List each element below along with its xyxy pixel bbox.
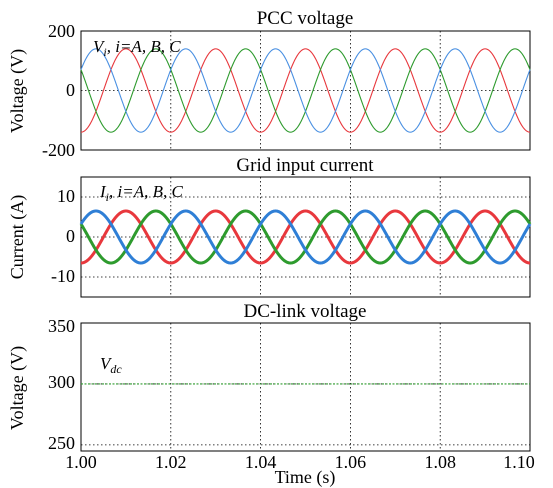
series-annotation: Vi, i=A, B, C (93, 37, 181, 59)
y-tick-label: 10 (57, 186, 75, 206)
grid (81, 323, 530, 451)
y-tick-label: 350 (48, 316, 75, 336)
series-group (79, 209, 532, 265)
series-line-3 (79, 209, 532, 265)
x-tick-label: 1.10 (503, 452, 535, 472)
x-tick-label: 1.00 (65, 452, 97, 472)
x-axis: 1.00 1.02 1.04 1.06 1.08 1.10 Time (s) (65, 452, 535, 488)
y-tick-label: 0 (66, 226, 75, 246)
series-group (80, 48, 531, 133)
chart-title: PCC voltage (257, 8, 354, 29)
grid (81, 31, 530, 150)
x-tick-label: 1.08 (424, 452, 456, 472)
series-line-3 (80, 48, 531, 133)
panel-dc-link-voltage: DC-link voltage 350 300 250 Voltage (V) … (7, 301, 531, 453)
x-tick-label: 1.04 (245, 452, 277, 472)
y-axis-label: Voltage (V) (7, 49, 28, 133)
x-axis-label: Time (s) (275, 467, 336, 488)
y-tick-label: -200 (42, 140, 75, 160)
chart-title: Grid input current (236, 155, 374, 176)
plot-frame (80, 322, 531, 452)
grid (81, 177, 530, 297)
x-tick-label: 1.06 (335, 452, 367, 472)
panel-pcc-voltage: PCC voltage 200 0 -200 Voltage (V) Vi, i… (7, 8, 531, 160)
y-tick-label: 300 (48, 372, 75, 392)
x-tick-label: 1.02 (155, 452, 187, 472)
chart-title: DC-link voltage (244, 301, 367, 322)
y-tick-label: -10 (51, 266, 75, 286)
y-tick-label: 250 (48, 433, 75, 453)
series-annotation: Ii, i=A, B, C (99, 182, 183, 204)
series-annotation: Vdc (100, 354, 122, 376)
y-tick-label: 200 (48, 21, 75, 41)
y-tick-label: 0 (66, 80, 75, 100)
y-axis-label: Current (A) (7, 195, 28, 279)
panel-grid-current: Grid input current 10 0 -10 Current (A) … (7, 155, 532, 298)
y-axis-label: Voltage (V) (7, 346, 28, 430)
